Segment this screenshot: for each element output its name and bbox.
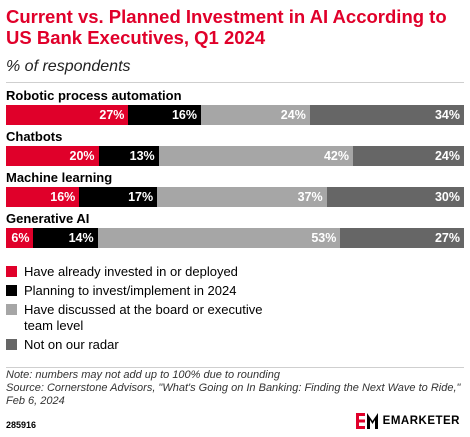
- note-text: Note: numbers may not add up to 100% due…: [6, 369, 280, 381]
- brand-name: EMARKETER: [382, 415, 460, 427]
- data-label: 37%: [297, 190, 323, 204]
- chart-id: 285916: [6, 420, 37, 430]
- brand: EMARKETER: [355, 413, 460, 429]
- data-label: 20%: [69, 149, 95, 163]
- data-label: 16%: [50, 190, 76, 204]
- data-label: 53%: [311, 231, 337, 245]
- legend-item-planning: Planning to invest/implement in 2024: [6, 283, 284, 299]
- source-text: Source: Cornerstone Advisors, "What's Go…: [6, 382, 461, 407]
- legend-label: Not on our radar: [24, 337, 119, 352]
- bar-segment: [97, 228, 341, 248]
- data-label: 34%: [434, 108, 460, 122]
- emarketer-logo-icon: [355, 413, 378, 429]
- bottom-divider: [6, 367, 464, 368]
- legend-item-discussed: Have discussed at the board or executive…: [6, 302, 284, 334]
- bar-segment: [309, 105, 465, 125]
- legend-swatch: [6, 304, 17, 315]
- bar-segment: [6, 146, 100, 166]
- bar-segment: [6, 105, 129, 125]
- bar-segment: [128, 105, 202, 125]
- bar-segment: [6, 228, 34, 248]
- bar-segment: [326, 187, 465, 207]
- legend-item-not-on-radar: Not on our radar: [6, 337, 284, 353]
- bar-row-generative-ai: 6% 14% 53% 27%: [6, 228, 465, 248]
- data-label: 24%: [280, 108, 306, 122]
- bar-segment: [33, 228, 99, 248]
- legend-swatch: [6, 266, 17, 277]
- top-divider: [6, 82, 464, 83]
- legend-label: Have discussed at the board or executive…: [24, 302, 263, 333]
- bar-segment: [98, 146, 160, 166]
- category-label-machine-learning: Machine learning: [6, 170, 113, 185]
- bar-segment: [340, 228, 465, 248]
- bar-segment: [200, 105, 311, 125]
- data-label: 30%: [434, 190, 460, 204]
- legend-item-invested: Have already invested in or deployed: [6, 264, 284, 280]
- bar-row-robotic-process-automation: 27% 16% 24% 34%: [6, 105, 465, 125]
- data-label: 14%: [68, 231, 94, 245]
- legend-label: Planning to invest/implement in 2024: [24, 283, 237, 298]
- legend-label: Have already invested in or deployed: [24, 264, 238, 279]
- bar-segment: [158, 146, 354, 166]
- data-label: 24%: [434, 149, 460, 163]
- legend-swatch: [6, 339, 17, 350]
- data-label: 27%: [434, 231, 460, 245]
- legend: Have already invested in or deployed Pla…: [6, 264, 284, 356]
- data-label: 6%: [11, 231, 30, 245]
- data-label: 16%: [171, 108, 197, 122]
- bar-row-machine-learning: 16% 17% 37% 30%: [6, 187, 465, 207]
- data-label: 42%: [323, 149, 349, 163]
- category-label-robotic-process-automation: Robotic process automation: [6, 88, 182, 103]
- bar-segment: [79, 187, 158, 207]
- category-label-chatbots: Chatbots: [6, 129, 63, 144]
- bar-segment: [6, 187, 80, 207]
- bar-segment: [157, 187, 328, 207]
- bar-row-chatbots: 20% 13% 42% 24%: [6, 146, 465, 166]
- legend-swatch: [6, 285, 17, 296]
- category-label-generative-ai: Generative AI: [6, 211, 90, 226]
- chart-subtitle: % of respondents: [6, 58, 131, 75]
- data-label: 13%: [129, 149, 155, 163]
- data-label: 27%: [99, 108, 125, 122]
- chart-title: Current vs. Planned Investment in AI Acc…: [6, 6, 447, 48]
- footnote: Note: numbers may not add up to 100% due…: [6, 369, 466, 408]
- data-label: 17%: [128, 190, 154, 204]
- bar-segment: [352, 146, 465, 166]
